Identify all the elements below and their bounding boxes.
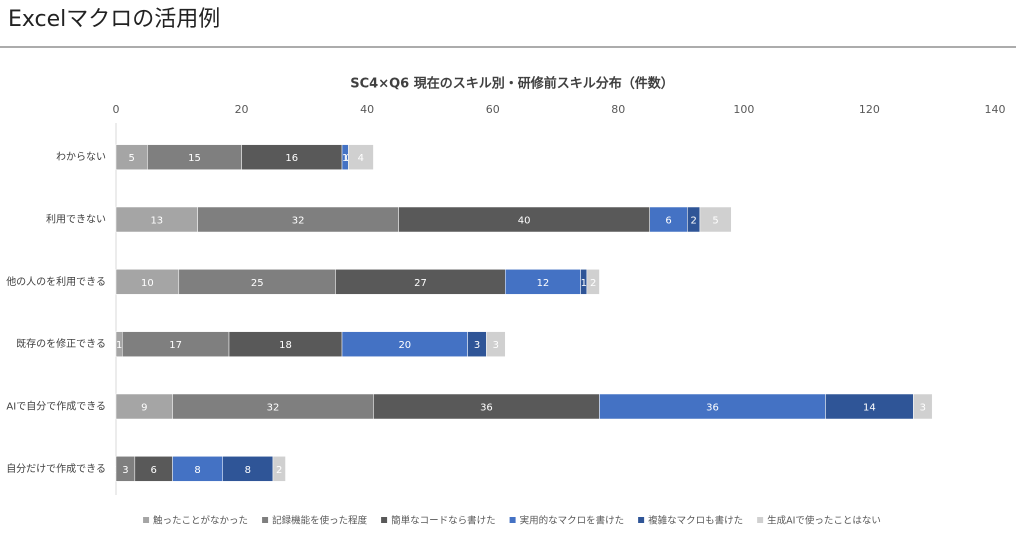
bar-segment [147, 144, 242, 170]
legend-swatch [757, 517, 764, 523]
data-label: 14 [863, 403, 876, 414]
data-label: 16 [285, 153, 298, 164]
data-label: 6 [150, 465, 156, 476]
legend-label: 記録機能を使った程度 [272, 515, 368, 527]
bar-segment [825, 393, 914, 420]
bar-segment [599, 393, 826, 420]
bar-segment [335, 269, 506, 295]
legend-label: 実用的なマクロを書けた [520, 515, 625, 527]
data-label: 5 [712, 216, 718, 227]
data-label: 32 [292, 216, 305, 227]
x-tick-label: 20 [235, 103, 249, 116]
chart-title: SC4×Q6 現在のスキル別・研修前スキル分布（件数） [350, 76, 673, 92]
data-label: 1 [581, 278, 587, 289]
legend-label: 触ったことがなかった [153, 515, 248, 527]
bar-segment [913, 393, 933, 420]
bar-segment [178, 269, 336, 295]
bar-segment [505, 269, 581, 295]
x-tick-label: 120 [859, 103, 880, 116]
bar-segment [115, 393, 173, 420]
bar-segment [115, 206, 198, 233]
page-title: Excelマクロの活用例 [8, 7, 220, 32]
bar-segment [649, 206, 688, 233]
data-label: 32 [267, 403, 280, 414]
data-label: 40 [518, 216, 531, 227]
data-label: 3 [474, 340, 480, 351]
bar-segment [115, 144, 148, 170]
bar-segment [272, 456, 286, 482]
bar-segment [373, 393, 600, 420]
x-tick-label: 80 [611, 103, 625, 116]
data-label: 17 [169, 340, 182, 351]
legend-swatch [381, 517, 388, 523]
bar-segment [486, 331, 506, 357]
data-label: 8 [194, 465, 200, 476]
data-label: 10 [141, 278, 154, 289]
data-label: 3 [122, 465, 128, 476]
bar-segment [172, 393, 374, 420]
data-label: 15 [188, 153, 201, 164]
data-label: 12 [537, 278, 550, 289]
data-label: 2 [276, 465, 282, 476]
legend-label: 生成AIで使ったことはない [767, 515, 881, 527]
x-tick-label: 0 [113, 103, 120, 116]
category-label: わからない [56, 151, 106, 163]
data-label: 1 [116, 340, 122, 351]
x-tick-label: 100 [733, 103, 754, 116]
x-tick-label: 60 [486, 103, 500, 116]
data-label: 5 [129, 153, 135, 164]
category-label: 自分だけで作成できる [6, 462, 106, 475]
category-label: 他の人のを利用できる [6, 275, 106, 288]
data-label: 1 [342, 153, 348, 164]
bar-segment [134, 456, 173, 482]
data-label: 6 [665, 216, 671, 227]
data-label: 13 [150, 216, 163, 227]
bar-segment [241, 144, 343, 170]
bar-segment [172, 456, 223, 482]
data-label: 8 [245, 465, 251, 476]
bar-segment [348, 144, 374, 170]
bar-segment [586, 269, 600, 295]
data-label: 27 [414, 278, 427, 289]
x-tick-label: 40 [360, 103, 374, 116]
data-label: 20 [398, 340, 411, 351]
data-label: 9 [141, 403, 147, 414]
data-label: 2 [690, 216, 696, 227]
legend-label: 簡単なコードなら書けた [391, 515, 496, 527]
data-label: 4 [358, 153, 364, 164]
legend-swatch [262, 517, 269, 523]
data-label: 36 [480, 403, 493, 414]
legend-swatch [509, 517, 516, 523]
bar-segment [122, 331, 230, 357]
category-label: AIで自分で作成できる [6, 400, 106, 413]
data-label: 3 [493, 340, 499, 351]
legend-label: 複雑なマクロも書けた [648, 515, 743, 527]
legend-swatch [143, 517, 150, 523]
x-tick-label: 140 [985, 103, 1006, 116]
bar-segment [398, 206, 650, 233]
data-label: 36 [706, 403, 719, 414]
category-label: 既存のを修正できる [16, 337, 106, 350]
data-label: 2 [590, 278, 596, 289]
bar-segment [699, 206, 732, 233]
data-label: 3 [920, 403, 926, 414]
bar-segment [115, 269, 180, 295]
legend-swatch [638, 517, 645, 523]
bar-segment [228, 331, 343, 357]
category-label: 利用できない [46, 214, 106, 226]
data-label: 18 [279, 340, 292, 351]
data-label: 25 [251, 278, 264, 289]
bar-segment [197, 206, 399, 233]
bar-segment [341, 331, 468, 357]
